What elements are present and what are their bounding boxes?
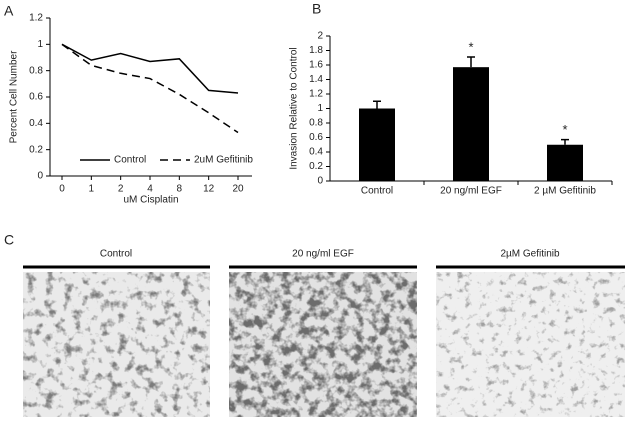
- x-tick-label: 0: [59, 184, 65, 195]
- panel-label: C: [4, 232, 14, 248]
- x-tick-label: 8: [177, 184, 183, 195]
- y-tick-label: 1.4: [309, 74, 323, 85]
- panel-title: 20 ng/ml EGF: [292, 249, 354, 260]
- y-tick-label: 1.6: [309, 60, 323, 71]
- y-tick-label: 1.2: [309, 89, 323, 100]
- y-tick-label: 0.2: [29, 144, 43, 155]
- panel-title: 2µM Gefitinib: [500, 249, 560, 260]
- significance-mark: *: [468, 39, 473, 54]
- micrograph-texture: [23, 272, 210, 417]
- bar: [359, 108, 395, 181]
- error-bar: [561, 138, 569, 145]
- legend-label: Control: [114, 155, 146, 166]
- x-tick-label: 2: [118, 184, 124, 195]
- micrographs: [23, 265, 625, 417]
- y-tick-label: 0.8: [29, 65, 43, 76]
- y-axis-label: Percent Cell Number: [9, 50, 20, 143]
- significance-mark: *: [562, 122, 567, 137]
- series-line: [61, 43, 239, 94]
- x-axis-label: uM Cisplatin: [123, 195, 178, 206]
- y-tick-label: 0.4: [309, 147, 323, 158]
- bar: [453, 67, 489, 181]
- y-tick-label: 1.2: [29, 13, 43, 24]
- y-tick-label: 0.6: [29, 92, 43, 103]
- x-tick-label: Control: [361, 186, 393, 197]
- error-bar: [467, 56, 475, 68]
- legend-label: 2uM Gefitinib: [194, 155, 253, 166]
- y-tick-label: 0.6: [309, 132, 323, 143]
- bar: [547, 144, 583, 181]
- series-line: [61, 43, 239, 134]
- y-tick-label: 1: [317, 103, 323, 114]
- panel-label: B: [312, 1, 321, 17]
- micrograph-texture: [229, 272, 417, 417]
- y-tick-label: 1: [37, 39, 43, 50]
- error-bar: [373, 100, 381, 109]
- y-tick-label: 0.2: [309, 161, 323, 172]
- x-tick-label: 1: [89, 184, 95, 195]
- x-tick-label: 12: [203, 184, 215, 195]
- y-tick-label: 0.8: [309, 118, 323, 129]
- y-tick-label: 0: [37, 171, 43, 182]
- y-axis-label: Invasion Relative to Control: [289, 47, 300, 169]
- y-tick-label: 2: [317, 31, 323, 42]
- y-tick-label: 0: [317, 176, 323, 187]
- x-tick-label: 2 µM Gefitinib: [534, 186, 596, 197]
- panel-title: Control: [100, 249, 132, 260]
- y-tick-label: 0.4: [29, 118, 43, 129]
- x-tick-label: 4: [147, 184, 153, 195]
- panel-label: A: [4, 3, 14, 19]
- x-tick-label: 20 ng/ml EGF: [440, 186, 502, 197]
- micrograph-texture: [436, 272, 625, 417]
- y-tick-label: 1.8: [309, 45, 323, 56]
- x-tick-label: 20: [232, 184, 244, 195]
